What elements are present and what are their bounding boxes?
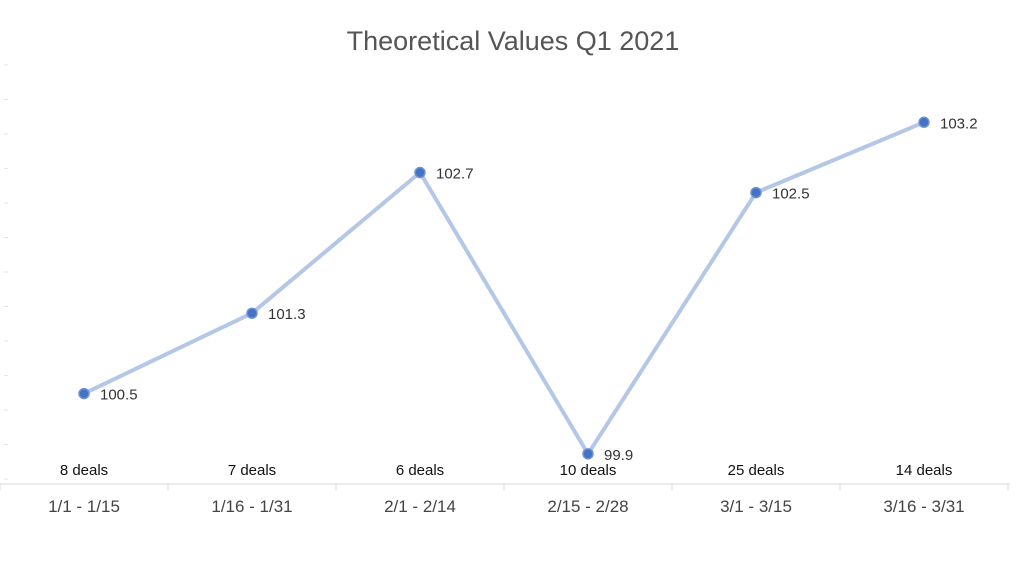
deal-count-label: 8 deals bbox=[60, 462, 108, 479]
x-tick-label: 3/1 - 3/15 bbox=[720, 497, 792, 516]
deal-count-label: 6 deals bbox=[396, 462, 444, 479]
data-label: 99.9 bbox=[604, 447, 633, 464]
data-labels: 100.5 101.3 102.7 99.9 102.5 103.2 bbox=[100, 115, 978, 464]
data-points bbox=[78, 116, 930, 460]
data-point bbox=[414, 166, 426, 179]
x-tick-label: 1/16 - 1/31 bbox=[211, 497, 292, 516]
data-point bbox=[246, 307, 258, 319]
deal-count-label: 10 deals bbox=[560, 462, 617, 479]
data-point bbox=[750, 186, 762, 199]
deal-count-label: 7 deals bbox=[228, 462, 276, 479]
data-label: 102.7 bbox=[436, 166, 474, 183]
deal-count-labels: 8 deals 7 deals 6 deals 10 deals 25 deals 14 … bbox=[60, 462, 953, 479]
series-line bbox=[82, 120, 926, 456]
data-label: 102.5 bbox=[772, 186, 810, 203]
data-label: 101.3 bbox=[268, 306, 306, 323]
x-tick-label: 2/15 - 2/28 bbox=[547, 497, 628, 516]
x-axis-ticks bbox=[0, 484, 1009, 490]
chart-title: Theoretical Values Q1 2021 bbox=[347, 26, 680, 56]
deal-count-label: 25 deals bbox=[728, 462, 785, 479]
deal-count-label: 14 deals bbox=[896, 462, 953, 479]
data-point bbox=[78, 387, 90, 400]
category-labels: 1/1 - 1/15 1/16 - 1/31 2/1 - 2/14 2/15 - 2/… bbox=[48, 497, 965, 516]
x-tick-label: 3/16 - 3/31 bbox=[883, 497, 964, 516]
data-point bbox=[582, 448, 594, 460]
data-label: 103.2 bbox=[940, 115, 978, 132]
data-label: 100.5 bbox=[100, 387, 138, 404]
x-tick-label: 1/1 - 1/15 bbox=[48, 497, 120, 516]
data-point bbox=[918, 116, 930, 129]
x-tick-label: 2/1 - 2/14 bbox=[384, 497, 456, 516]
left-axis-ticks bbox=[4, 64, 8, 480]
